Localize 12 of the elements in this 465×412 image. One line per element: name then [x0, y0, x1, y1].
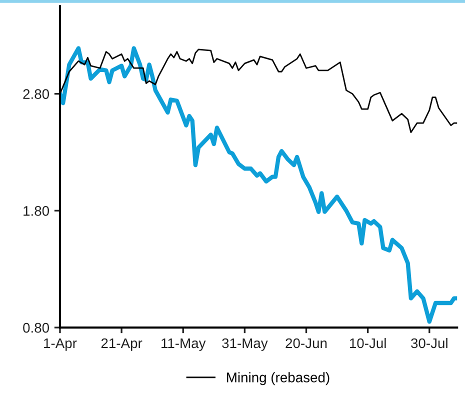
x-tick-label: 30-Jul	[411, 338, 448, 348]
x-tick-label: 10-Jul	[350, 338, 386, 348]
y-tick-label: 0.80	[23, 322, 50, 333]
y-tick-label: 2.80	[23, 89, 50, 99]
line-series	[60, 46, 458, 324]
x-tick-label: 31-May	[222, 338, 268, 351]
y-tick-label: 1.80	[24, 206, 50, 216]
x-tick-label: 21-Apr	[101, 338, 142, 351]
x-tick-label: 20-Jun	[286, 338, 327, 348]
legend-label: Mining (rebased)	[227, 372, 330, 386]
x-tick-label: 11-May	[162, 338, 206, 351]
x-tick-label: 1-Apr	[44, 338, 77, 351]
